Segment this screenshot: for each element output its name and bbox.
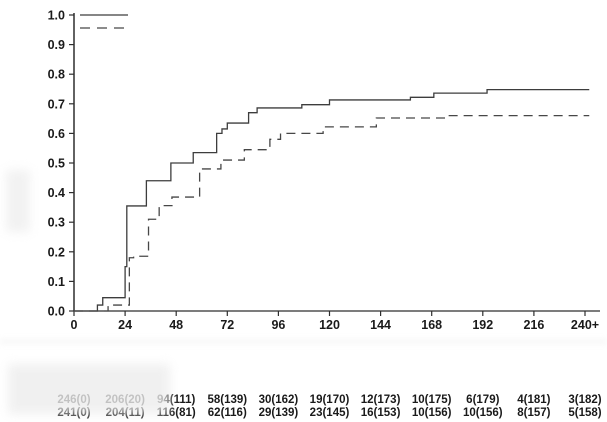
x-tick-label: 168 bbox=[421, 318, 442, 332]
x-tick-label: 48 bbox=[169, 318, 183, 332]
risk-count-cell: 29(139) bbox=[259, 407, 299, 419]
y-tick-label: 1.0 bbox=[48, 9, 65, 23]
risk-count-cell: 5(158) bbox=[568, 407, 601, 419]
x-tick-label: 120 bbox=[319, 318, 340, 332]
y-tick-label: 0.3 bbox=[48, 216, 65, 230]
y-tick-label: 0.4 bbox=[48, 186, 65, 200]
y-tick-label: 0.6 bbox=[48, 127, 65, 141]
y-tick-label: 0.1 bbox=[48, 275, 65, 289]
risk-count-cell: 4(181) bbox=[517, 394, 550, 406]
x-tick-label: 216 bbox=[523, 318, 544, 332]
y-tick-label: 0.8 bbox=[48, 68, 65, 82]
y-tick-label: 0.0 bbox=[48, 305, 65, 319]
risk-count-cell: 16(153) bbox=[361, 407, 401, 419]
risk-count-cell: 8(157) bbox=[517, 407, 550, 419]
risk-count-cell: 3(182) bbox=[568, 394, 601, 406]
series-solid-curve bbox=[74, 88, 590, 312]
y-tick-label: 0.7 bbox=[48, 97, 65, 111]
x-tick-label: 144 bbox=[370, 318, 391, 332]
x-tick-label: 96 bbox=[271, 318, 285, 332]
risk-count-cell: 10(175) bbox=[412, 394, 452, 406]
x-tick-label: 240+ bbox=[571, 318, 599, 332]
risk-count-cell: 23(145) bbox=[310, 407, 350, 419]
y-tick-label: 0.5 bbox=[48, 157, 65, 171]
risk-count-cell: 10(156) bbox=[463, 407, 503, 419]
x-tick-label: 24 bbox=[118, 318, 132, 332]
risk-count-cell: 30(162) bbox=[259, 394, 299, 406]
risk-count-cell: 10(156) bbox=[412, 407, 452, 419]
risk-count-cell: 6(179) bbox=[466, 394, 499, 406]
x-tick-label: 0 bbox=[71, 318, 78, 332]
x-tick-label: 192 bbox=[472, 318, 493, 332]
x-tick-label: 72 bbox=[220, 318, 234, 332]
risk-count-cell: 12(173) bbox=[361, 394, 401, 406]
risk-count-cell: 19(170) bbox=[310, 394, 350, 406]
risk-count-cell: 62(116) bbox=[208, 407, 247, 419]
risk-count-cell: 58(139) bbox=[207, 394, 247, 406]
y-tick-label: 0.9 bbox=[48, 38, 65, 52]
blurred-y-axis-label bbox=[6, 170, 30, 232]
blur-artifact-streak bbox=[0, 339, 607, 344]
blurred-risk-row-labels bbox=[8, 364, 170, 414]
y-tick-label: 0.2 bbox=[48, 245, 65, 259]
series-dashed-curve bbox=[74, 114, 590, 312]
